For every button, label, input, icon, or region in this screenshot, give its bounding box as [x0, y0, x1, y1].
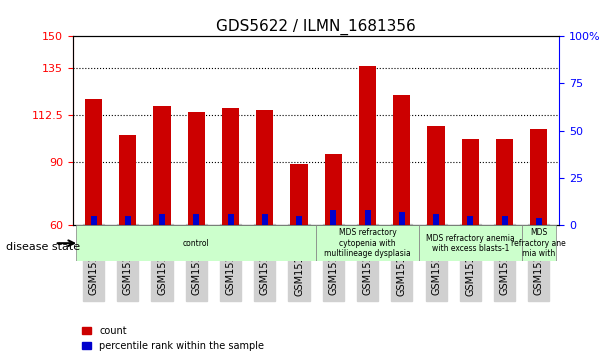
- Text: MDS refractory
cytopenia with
multilineage dysplasia: MDS refractory cytopenia with multilinea…: [324, 228, 411, 258]
- Bar: [530, 129, 547, 225]
- Bar: [256, 110, 274, 225]
- Bar: [496, 139, 513, 225]
- Bar: [222, 107, 239, 225]
- Bar: [91, 216, 97, 225]
- Bar: [262, 214, 268, 225]
- Title: GDS5622 / ILMN_1681356: GDS5622 / ILMN_1681356: [216, 19, 416, 35]
- Bar: [365, 210, 370, 225]
- Bar: [461, 139, 479, 225]
- Bar: [399, 212, 405, 225]
- Bar: [119, 135, 136, 225]
- Bar: [85, 99, 102, 225]
- FancyBboxPatch shape: [419, 225, 522, 261]
- Bar: [536, 217, 542, 225]
- FancyBboxPatch shape: [77, 225, 316, 261]
- Text: MDS
refractory ane
mia with: MDS refractory ane mia with: [511, 228, 566, 258]
- Bar: [227, 214, 233, 225]
- Bar: [291, 164, 308, 225]
- Text: control: control: [183, 239, 210, 248]
- Bar: [330, 210, 336, 225]
- Bar: [125, 216, 131, 225]
- Bar: [433, 214, 439, 225]
- Bar: [193, 214, 199, 225]
- Text: MDS refractory anemia
with excess blasts-1: MDS refractory anemia with excess blasts…: [426, 233, 515, 253]
- FancyBboxPatch shape: [316, 225, 419, 261]
- Bar: [502, 216, 508, 225]
- Bar: [153, 106, 171, 225]
- Bar: [427, 126, 444, 225]
- Legend: count, percentile rank within the sample: count, percentile rank within the sample: [78, 322, 268, 355]
- Bar: [359, 66, 376, 225]
- Bar: [468, 216, 473, 225]
- Text: disease state: disease state: [6, 242, 80, 252]
- Bar: [188, 112, 205, 225]
- Bar: [393, 95, 410, 225]
- Bar: [296, 216, 302, 225]
- Bar: [159, 214, 165, 225]
- FancyBboxPatch shape: [522, 225, 556, 261]
- Bar: [325, 154, 342, 225]
